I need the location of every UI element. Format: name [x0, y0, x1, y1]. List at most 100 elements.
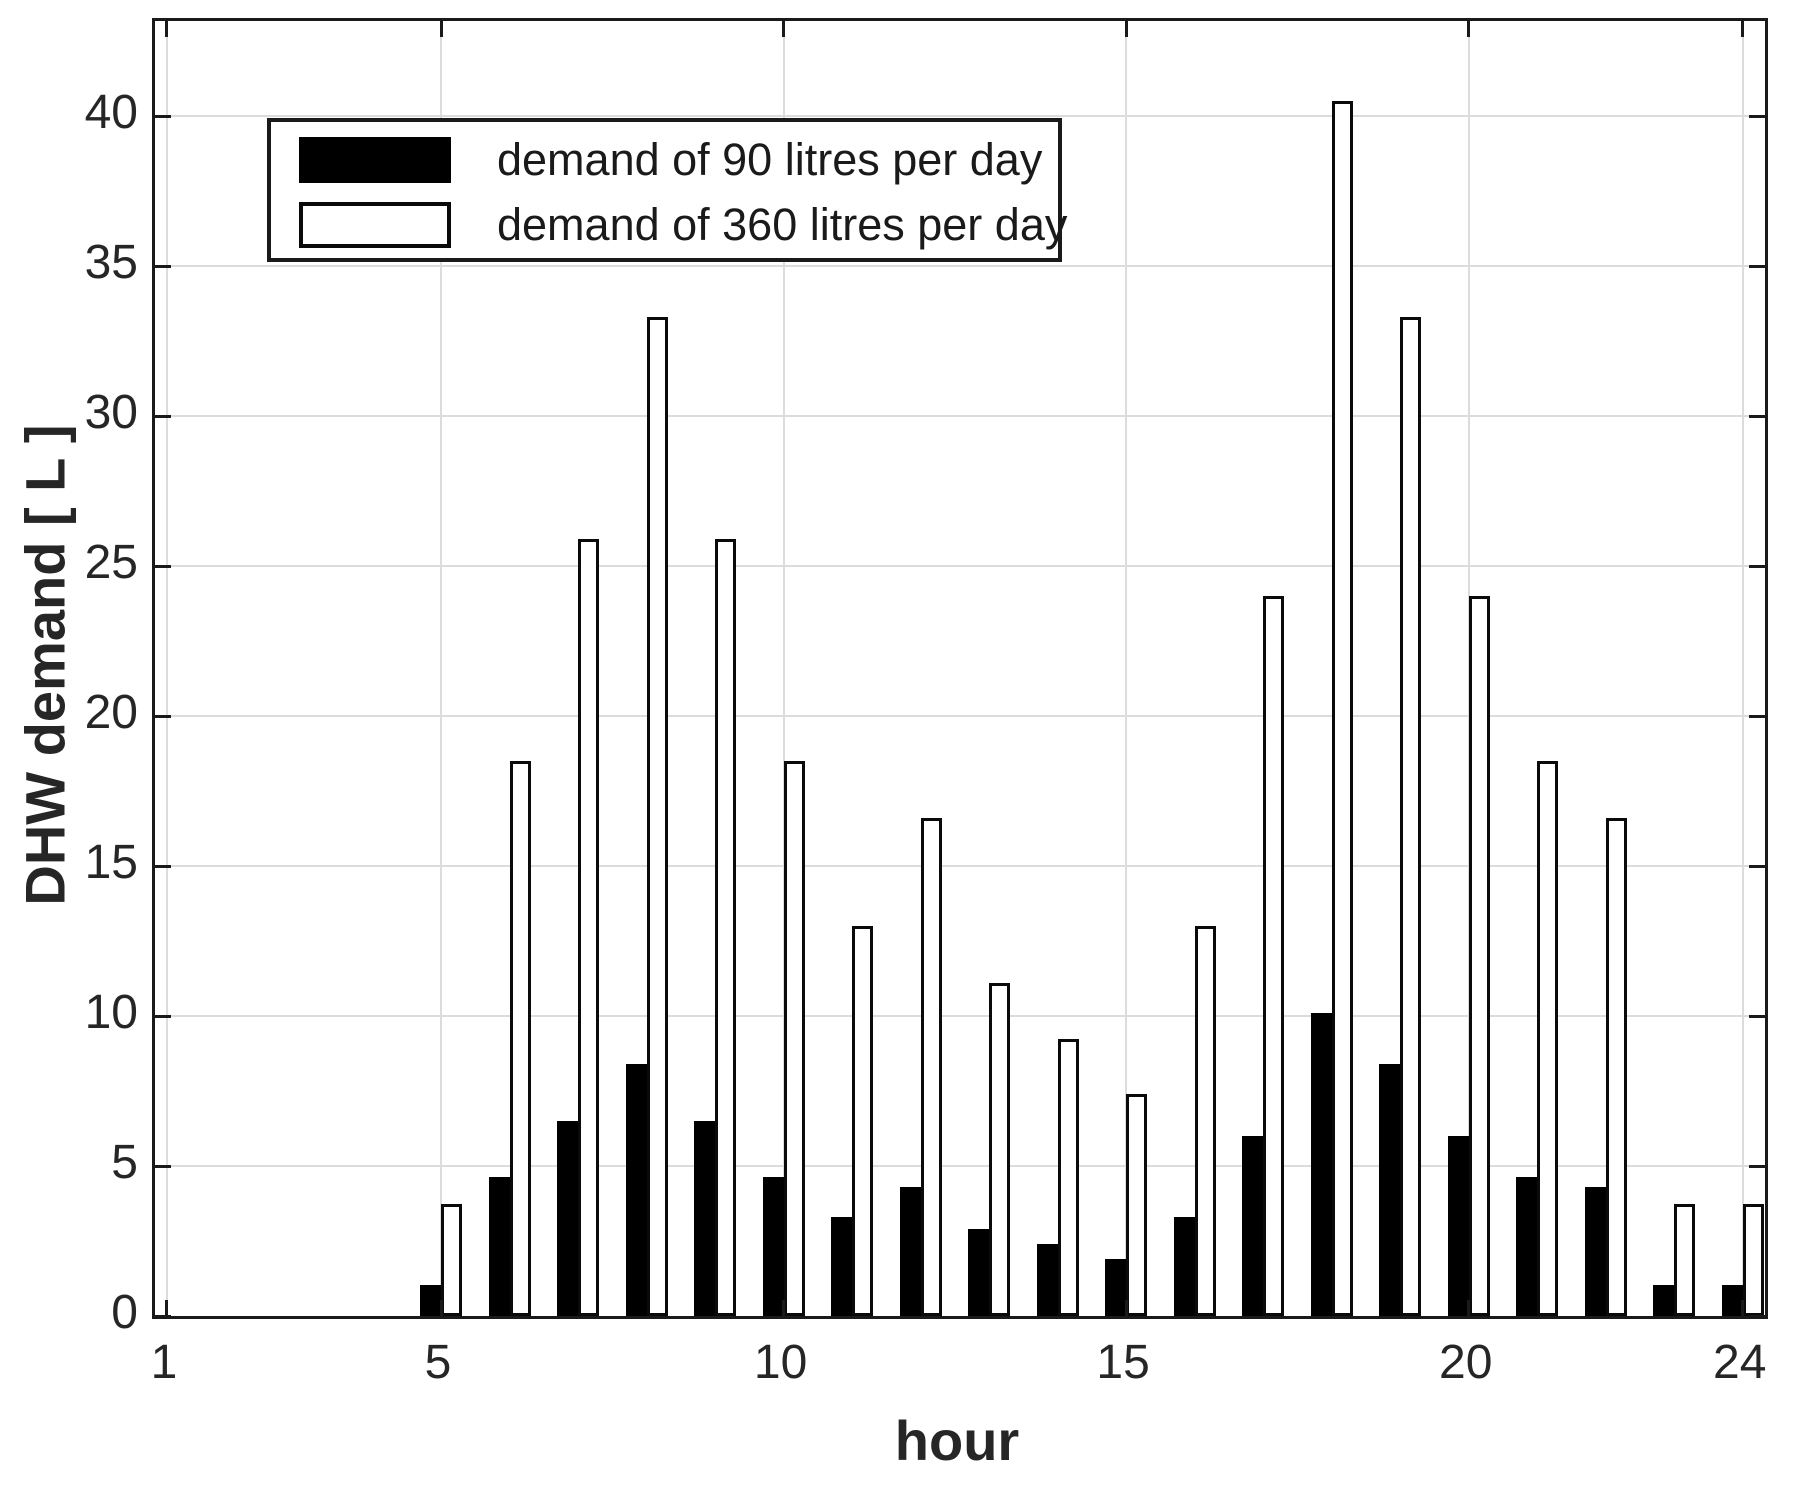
bar-90l-hour-5: [420, 1284, 442, 1316]
y-tick-mark: [1749, 114, 1765, 118]
y-tick-label: 20: [84, 686, 138, 740]
x-tick-mark: [439, 21, 443, 37]
bar-360l-hour-5: [441, 1203, 463, 1316]
y-tick-label: 15: [84, 836, 138, 890]
bar-90l-hour-21: [1516, 1176, 1538, 1316]
legend: demand of 90 litres per day demand of 36…: [267, 118, 1067, 262]
h-gridline: [155, 265, 1765, 268]
bar-360l-hour-13: [989, 983, 1011, 1316]
x-tick-mark: [1467, 1300, 1471, 1316]
y-tick-mark: [155, 1164, 171, 1168]
y-tick-mark: [1749, 1014, 1765, 1018]
h-gridline: [155, 1015, 1765, 1018]
h-gridline: [155, 115, 1765, 118]
y-tick-label: 40: [84, 86, 138, 140]
bar-360l-hour-8: [646, 317, 668, 1316]
bar-360l-hour-11: [852, 926, 874, 1316]
x-tick-label: 10: [753, 1336, 808, 1389]
bar-360l-hour-9: [715, 539, 737, 1316]
y-tick-mark: [155, 864, 171, 868]
bar-360l-hour-20: [1468, 596, 1490, 1316]
bar-90l-hour-17: [1242, 1136, 1264, 1316]
bar-360l-hour-23: [1674, 1203, 1696, 1316]
y-tick-label: 30: [84, 386, 138, 440]
bar-360l-hour-22: [1605, 818, 1627, 1316]
bar-360l-hour-15: [1126, 1094, 1148, 1316]
h-gridline: [155, 565, 1765, 568]
bar-360l-hour-7: [578, 539, 600, 1316]
h-gridline: [155, 865, 1765, 868]
x-tick-mark: [782, 1300, 786, 1316]
x-tick-mark: [782, 21, 786, 37]
y-tick-mark: [1749, 414, 1765, 418]
bar-90l-hour-10: [762, 1176, 784, 1316]
bar-90l-hour-18: [1310, 1013, 1332, 1316]
legend-item-90l: demand of 90 litres per day: [299, 135, 1048, 185]
bar-360l-hour-16: [1194, 926, 1216, 1316]
bar-360l-hour-12: [920, 818, 942, 1316]
legend-label-360l: demand of 360 litres per day: [497, 199, 1068, 250]
y-tick-mark: [1749, 714, 1765, 718]
y-tick-mark: [155, 414, 171, 418]
v-gridline: [1125, 21, 1128, 1316]
bar-360l-hour-18: [1331, 101, 1353, 1316]
x-tick-mark: [1124, 21, 1128, 37]
bar-360l-hour-14: [1057, 1038, 1079, 1316]
legend-swatch-360l: [299, 202, 451, 248]
y-tick-mark: [155, 564, 171, 568]
plot-area: demand of 90 litres per day demand of 36…: [152, 18, 1768, 1319]
y-tick-label: 0: [111, 1286, 138, 1339]
y-tick-mark: [1749, 864, 1765, 868]
bar-90l-hour-6: [488, 1176, 510, 1316]
y-tick-mark: [155, 114, 171, 118]
bar-90l-hour-9: [694, 1121, 716, 1316]
h-gridline: [155, 1165, 1765, 1167]
bar-360l-hour-21: [1537, 761, 1559, 1316]
x-tick-mark: [439, 1300, 443, 1316]
bar-360l-hour-6: [509, 761, 531, 1316]
bar-360l-hour-24: [1742, 1203, 1764, 1316]
y-axis-label: DHW demand [ L ]: [13, 424, 77, 906]
y-tick-mark: [1749, 264, 1765, 268]
v-gridline: [782, 21, 785, 1316]
x-tick-mark: [1467, 21, 1471, 37]
legend-swatch-90l: [299, 137, 451, 183]
bar-90l-hour-8: [625, 1064, 647, 1316]
bar-90l-hour-11: [831, 1217, 853, 1316]
x-tick-mark: [165, 1300, 169, 1316]
y-tick-mark: [155, 1014, 171, 1018]
x-tick-label: 20: [1438, 1336, 1493, 1389]
y-tick-mark: [155, 1314, 171, 1318]
x-tick-label: 15: [1096, 1336, 1150, 1389]
v-gridline: [1741, 21, 1744, 1316]
x-tick-mark: [1741, 21, 1745, 37]
y-tick-mark: [1749, 564, 1765, 568]
bar-90l-hour-7: [557, 1121, 579, 1316]
bar-90l-hour-23: [1653, 1284, 1675, 1316]
x-axis-label: hour: [894, 1409, 1020, 1472]
x-tick-mark: [165, 21, 169, 37]
bar-90l-hour-15: [1105, 1259, 1127, 1316]
bar-360l-hour-10: [783, 761, 805, 1316]
y-tick-mark: [155, 264, 171, 268]
y-tick-mark: [1749, 1164, 1765, 1168]
x-tick-mark: [1741, 1300, 1745, 1316]
v-gridline: [440, 21, 443, 1316]
bar-90l-hour-24: [1721, 1284, 1743, 1316]
bar-360l-hour-19: [1400, 317, 1422, 1316]
v-gridline: [165, 21, 168, 1316]
y-tick-label: 25: [84, 536, 138, 590]
bar-90l-hour-19: [1379, 1064, 1401, 1316]
y-tick-label: 10: [84, 986, 138, 1040]
bar-90l-hour-12: [899, 1187, 921, 1316]
bar-90l-hour-14: [1036, 1244, 1058, 1316]
bar-90l-hour-22: [1584, 1187, 1606, 1316]
y-tick-mark: [155, 714, 171, 718]
h-gridline: [155, 415, 1765, 418]
y-tick-label: 5: [111, 1136, 138, 1189]
legend-label-90l: demand of 90 litres per day: [497, 134, 1043, 185]
x-tick-label: 5: [424, 1336, 452, 1389]
x-tick-label: 1: [150, 1336, 178, 1389]
x-tick-mark: [1124, 1300, 1128, 1316]
